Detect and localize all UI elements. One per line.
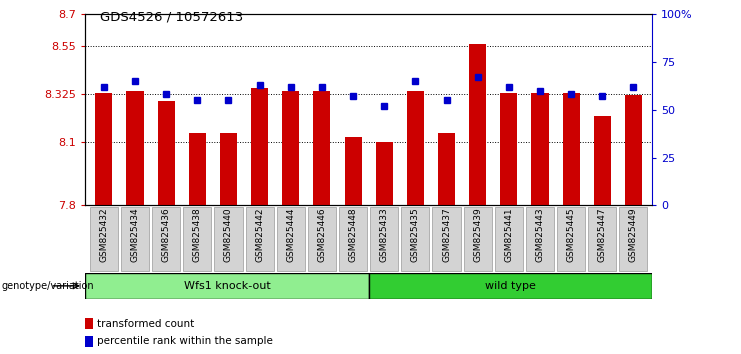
Bar (500, 93, 517, 205)
Text: GSM825438: GSM825438 (193, 207, 202, 262)
FancyBboxPatch shape (308, 207, 336, 271)
FancyBboxPatch shape (214, 207, 242, 271)
Text: GSM825449: GSM825449 (629, 207, 638, 262)
FancyBboxPatch shape (152, 207, 180, 271)
Text: Wfs1 knock-out: Wfs1 knock-out (184, 281, 270, 291)
Bar (376, 142, 393, 205)
Bar (189, 133, 206, 205)
FancyBboxPatch shape (339, 207, 367, 271)
FancyBboxPatch shape (402, 207, 429, 271)
Text: GSM825448: GSM825448 (348, 207, 358, 262)
Bar (96, 93, 113, 205)
Text: percentile rank within the sample: percentile rank within the sample (97, 336, 273, 346)
Text: GSM825443: GSM825443 (536, 207, 545, 262)
Text: GSM825446: GSM825446 (317, 207, 327, 262)
Bar (594, 116, 611, 205)
Bar (407, 91, 424, 205)
FancyBboxPatch shape (557, 207, 585, 271)
FancyBboxPatch shape (370, 207, 398, 271)
Bar (282, 91, 299, 205)
Bar (345, 137, 362, 205)
Text: GSM825436: GSM825436 (162, 207, 170, 262)
Text: GSM825440: GSM825440 (224, 207, 233, 262)
Bar (251, 88, 268, 205)
Text: transformed count: transformed count (97, 319, 194, 329)
FancyBboxPatch shape (85, 273, 369, 299)
Text: GSM825437: GSM825437 (442, 207, 451, 262)
FancyBboxPatch shape (245, 207, 273, 271)
FancyBboxPatch shape (277, 207, 305, 271)
Bar (625, 95, 642, 205)
Text: GDS4526 / 10572613: GDS4526 / 10572613 (100, 11, 243, 24)
Text: GSM825435: GSM825435 (411, 207, 420, 262)
Text: GSM825442: GSM825442 (255, 207, 264, 262)
Bar (158, 101, 175, 205)
Text: GSM825444: GSM825444 (286, 207, 295, 262)
FancyBboxPatch shape (495, 207, 523, 271)
Bar (469, 44, 486, 205)
Text: GSM825433: GSM825433 (379, 207, 389, 262)
Text: genotype/variation: genotype/variation (1, 281, 94, 291)
FancyBboxPatch shape (526, 207, 554, 271)
Bar (85, 336, 93, 347)
Text: GSM825441: GSM825441 (505, 207, 514, 262)
FancyBboxPatch shape (183, 207, 211, 271)
Text: GSM825434: GSM825434 (130, 207, 139, 262)
FancyBboxPatch shape (464, 207, 492, 271)
Bar (220, 133, 237, 205)
Bar (531, 93, 548, 205)
Text: GSM825432: GSM825432 (99, 207, 108, 262)
Bar (562, 93, 579, 205)
Bar (313, 91, 330, 205)
Text: GSM825445: GSM825445 (567, 207, 576, 262)
Text: GSM825447: GSM825447 (598, 207, 607, 262)
Bar (438, 133, 455, 205)
Bar (85, 318, 93, 329)
FancyBboxPatch shape (433, 207, 460, 271)
Text: GSM825439: GSM825439 (473, 207, 482, 262)
FancyBboxPatch shape (588, 207, 617, 271)
FancyBboxPatch shape (90, 207, 118, 271)
FancyBboxPatch shape (121, 207, 149, 271)
Bar (127, 91, 144, 205)
Text: wild type: wild type (485, 281, 536, 291)
FancyBboxPatch shape (369, 273, 652, 299)
FancyBboxPatch shape (619, 207, 648, 271)
